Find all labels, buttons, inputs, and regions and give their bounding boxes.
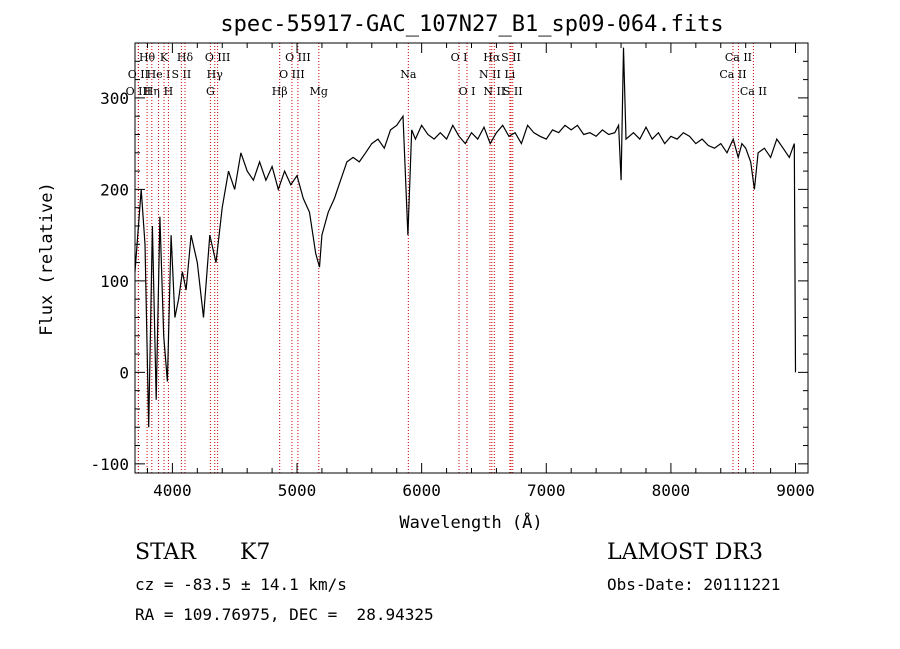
line-marker-label-21: N II bbox=[483, 85, 505, 98]
line-marker-label-16: Na bbox=[400, 68, 417, 81]
line-marker-label-11: G bbox=[206, 85, 215, 98]
line-marker-label-4: Hη bbox=[144, 85, 160, 98]
line-marker-label-3: He I bbox=[147, 68, 171, 81]
redshift-cz: cz = -83.5 ± 14.1 km/s bbox=[135, 575, 347, 594]
y-tick-label--100: -100 bbox=[90, 455, 129, 474]
line-marker-label-6: H bbox=[164, 85, 174, 98]
spectrum-line bbox=[134, 47, 797, 428]
line-marker-label-8: Hδ bbox=[177, 51, 194, 64]
line-marker-label-2: O III bbox=[126, 85, 152, 98]
y-tick-label-200: 200 bbox=[100, 180, 129, 199]
chart-title: spec-55917-GAC_107N27_B1_sp09-064.fits bbox=[220, 12, 723, 37]
line-marker-label-18: O I bbox=[459, 85, 476, 98]
line-marker-label-17: O I bbox=[451, 51, 468, 64]
line-marker-label-22: S II bbox=[501, 51, 521, 64]
survey-name: LAMOST DR3 bbox=[607, 540, 763, 565]
line-marker-label-5: K bbox=[160, 51, 169, 64]
spectral-subclass: K7 bbox=[240, 540, 271, 565]
y-tick-label-100: 100 bbox=[100, 272, 129, 291]
line-marker-label-25: Ca II bbox=[725, 51, 752, 64]
observation-date: Obs-Date: 20111221 bbox=[607, 575, 781, 594]
line-marker-label-7: S II bbox=[171, 68, 191, 81]
line-marker-label-24: S II bbox=[503, 85, 523, 98]
coordinates: RA = 109.76975, DEC = 28.94325 bbox=[135, 605, 434, 624]
y-tick-label-300: 300 bbox=[100, 89, 129, 108]
plot-frame bbox=[134, 42, 809, 474]
line-marker-label-9: O III bbox=[205, 51, 231, 64]
x-tick-label-8000: 8000 bbox=[652, 481, 691, 500]
line-marker-label-10: Hγ bbox=[207, 68, 224, 81]
line-marker-label-20: N II bbox=[479, 68, 501, 81]
line-marker-label-12: O III bbox=[285, 51, 311, 64]
line-marker-label-15: Mg bbox=[310, 85, 328, 98]
x-tick-label-9000: 9000 bbox=[776, 481, 815, 500]
y-axis-label: Flux (relative) bbox=[37, 182, 57, 336]
line-marker-label-27: Ca II bbox=[740, 85, 767, 98]
x-tick-label-4000: 4000 bbox=[153, 481, 192, 500]
line-marker-label-13: O III bbox=[279, 68, 305, 81]
line-marker-label-19: Hα bbox=[483, 51, 501, 64]
x-tick-label-5000: 5000 bbox=[278, 481, 317, 500]
x-axis-label: Wavelength (Å) bbox=[399, 511, 542, 533]
x-tick-label-7000: 7000 bbox=[527, 481, 566, 500]
line-marker-label-26: Ca II bbox=[719, 68, 746, 81]
line-marker-label-1: O II bbox=[128, 68, 149, 81]
object-class: STAR bbox=[135, 540, 196, 565]
line-marker-label-23: Li bbox=[504, 68, 515, 81]
line-marker-label-0: Hθ bbox=[139, 51, 156, 64]
y-tick-label-0: 0 bbox=[119, 363, 129, 382]
line-marker-label-14: Hβ bbox=[272, 85, 288, 98]
x-tick-label-6000: 6000 bbox=[402, 481, 441, 500]
